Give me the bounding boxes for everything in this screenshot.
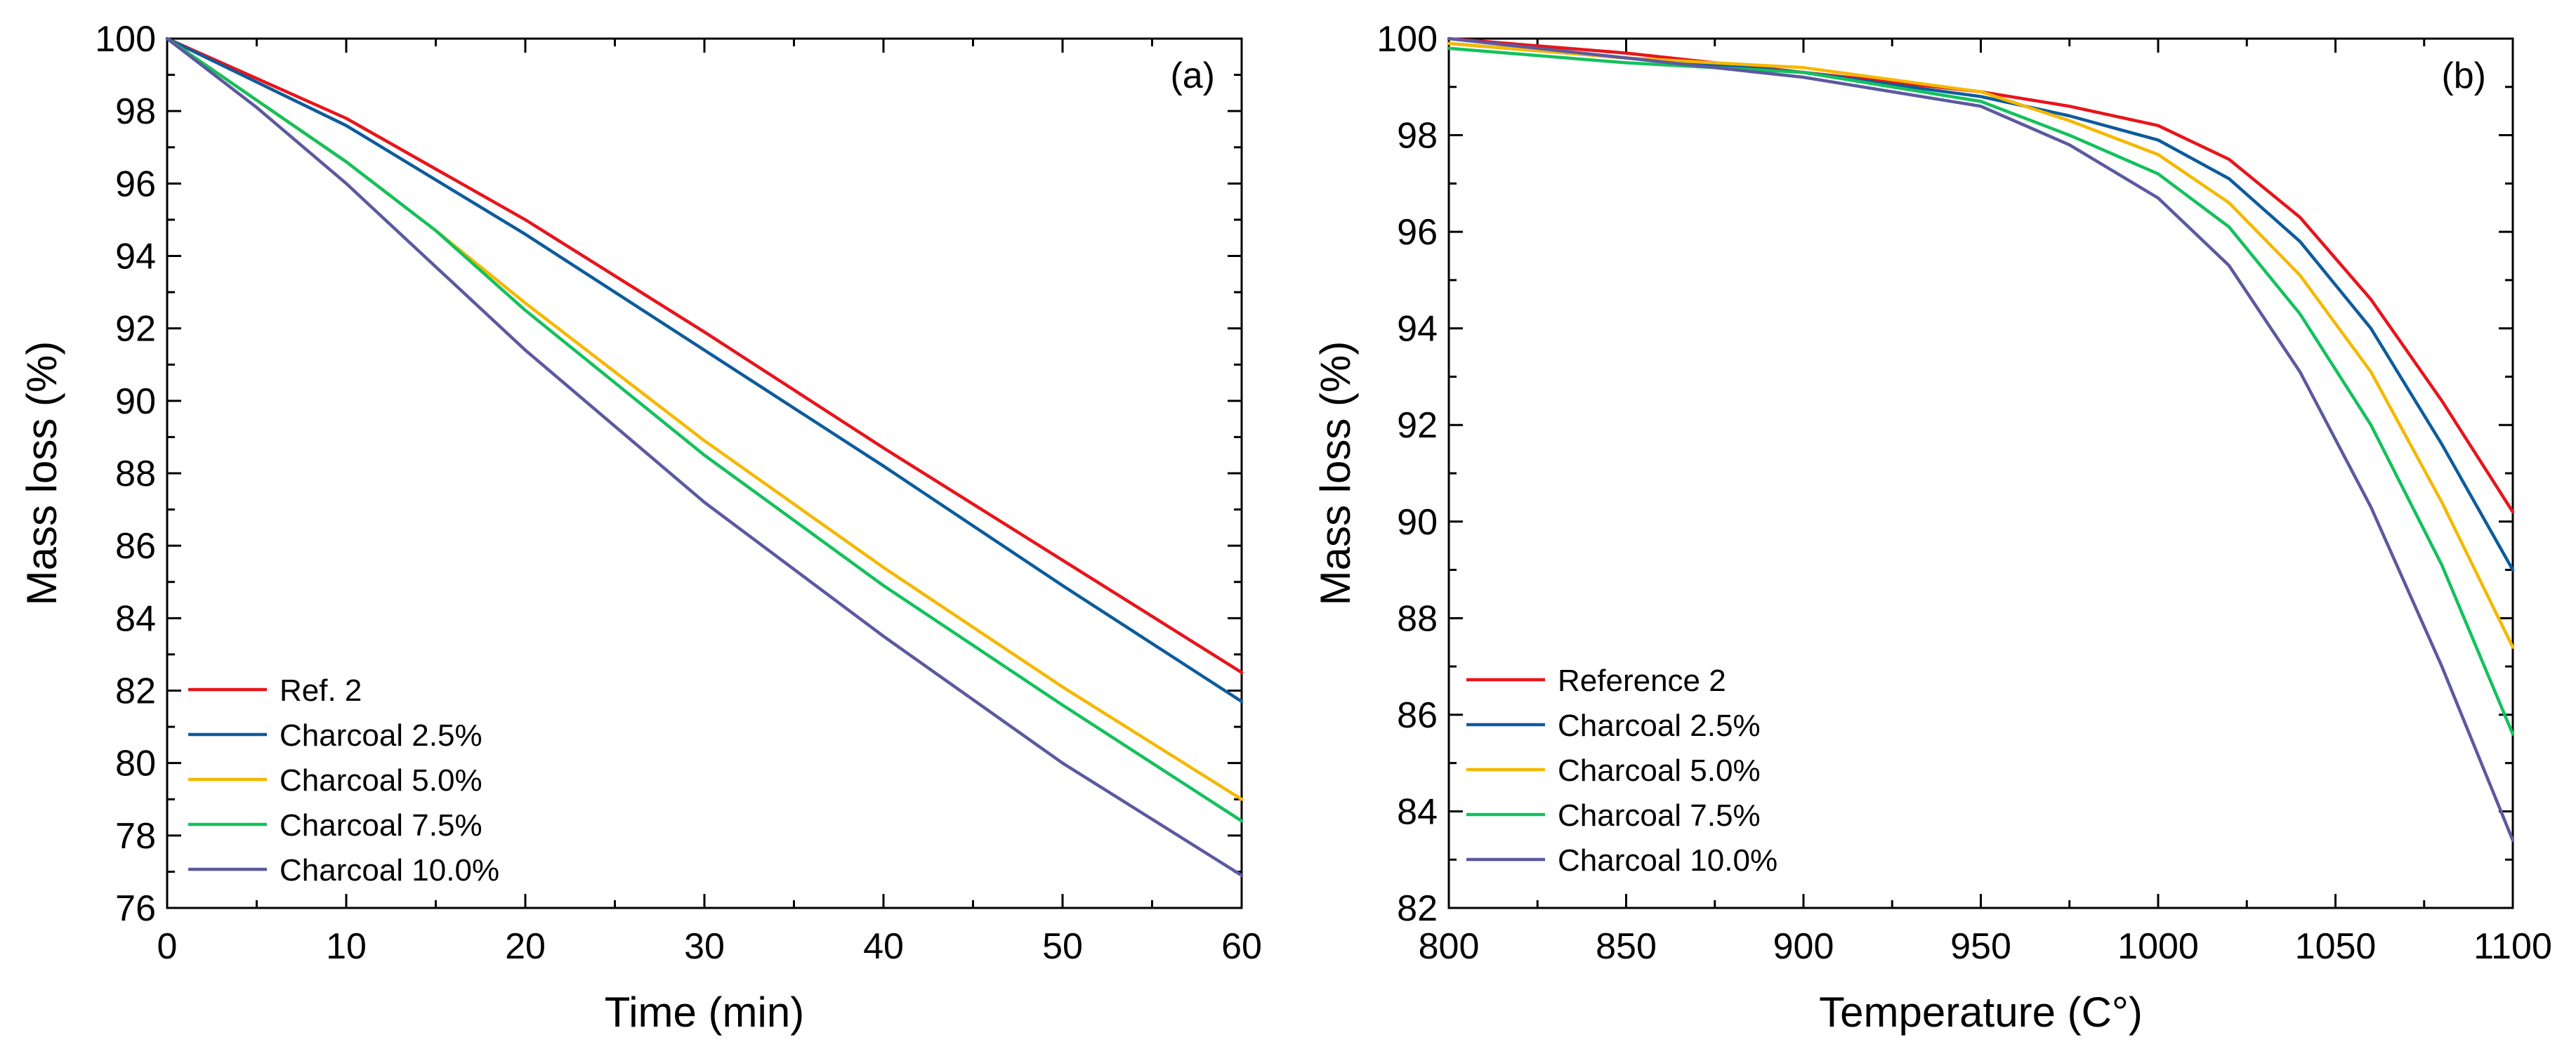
x-tick-label: 800 xyxy=(1419,926,1480,967)
x-tick-label: 850 xyxy=(1596,926,1657,967)
y-tick-label: 88 xyxy=(1397,598,1438,639)
y-tick-label: 76 xyxy=(115,888,156,929)
x-tick-label: 900 xyxy=(1773,926,1834,967)
series-line-5 xyxy=(1447,37,2515,842)
chart-panel-a: 0 10 20 30 40 50 60 76 78 80 82 84 86 88 90 92 94 96 98 100… xyxy=(18,19,1262,1036)
y-tick-label: 78 xyxy=(115,816,156,857)
y-tick-label: 94 xyxy=(1397,309,1438,350)
y-tick-label: 84 xyxy=(115,598,156,639)
series-line-4 xyxy=(165,37,1244,823)
y-tick-label: 90 xyxy=(1397,502,1438,543)
y-tick-label: 94 xyxy=(115,237,156,277)
x-tick-label: 50 xyxy=(1042,926,1083,967)
y-tick-label: 100 xyxy=(1376,19,1438,60)
x-tick-label: 1100 xyxy=(2473,926,2552,967)
y-tick-label: 84 xyxy=(1397,791,1438,832)
series-line-2 xyxy=(1447,41,2515,572)
legend-label-3: Charcoal 5.0% xyxy=(280,763,482,798)
y-axis-title: Mass loss (%) xyxy=(1312,341,1359,606)
legend-label-5: Charcoal 10.0% xyxy=(280,853,499,888)
series-line-1 xyxy=(165,37,1244,674)
y-tick-label: 88 xyxy=(115,454,156,494)
legend-label-5: Charcoal 10.0% xyxy=(1558,843,1777,878)
x-tick-label: 60 xyxy=(1221,926,1262,967)
x-tick-label: 30 xyxy=(684,926,725,967)
x-tick-label: 1000 xyxy=(2117,926,2199,967)
legend-label-1: Reference 2 xyxy=(1558,664,1726,698)
legend-label-1: Ref. 2 xyxy=(280,673,362,708)
y-tick-label: 96 xyxy=(1397,212,1438,253)
legend-label-3: Charcoal 5.0% xyxy=(1558,753,1761,788)
legend-label-4: Charcoal 7.5% xyxy=(1558,798,1761,833)
y-tick-label: 96 xyxy=(115,164,156,204)
x-tick-label: 1050 xyxy=(2295,926,2377,967)
legend-label-2: Charcoal 2.5% xyxy=(1558,709,1761,743)
x-tick-label: 0 xyxy=(157,926,178,967)
series-line-4 xyxy=(1447,46,2515,736)
y-axis-title: Mass loss (%) xyxy=(18,341,65,606)
y-tick-label: 82 xyxy=(115,671,156,712)
chart-panel-b: 800 850 900 950 1000 1050 1100 82 84 86 88 90 92 94 96… xyxy=(1312,19,2552,1036)
y-tick-label: 92 xyxy=(115,309,156,350)
legend: Reference 2 Charcoal 2.5% Charcoal 5.0% Cha… xyxy=(1466,664,1777,878)
legend: Ref. 2 Charcoal 2.5% Charcoal 5.0% Charcoal… xyxy=(188,673,499,888)
y-tick-label: 86 xyxy=(115,526,156,567)
x-axis-title: Temperature (C°) xyxy=(1819,989,2143,1036)
y-tick-label: 82 xyxy=(1397,888,1438,929)
x-axis-title: Time (min) xyxy=(605,989,804,1036)
legend-label-2: Charcoal 2.5% xyxy=(280,718,482,753)
y-tick-label: 98 xyxy=(115,91,156,132)
series-line-5 xyxy=(165,37,1244,877)
series-line-1 xyxy=(1447,37,2515,514)
legend-label-4: Charcoal 7.5% xyxy=(280,808,482,843)
y-tick-label: 92 xyxy=(1397,405,1438,446)
x-tick-label: 40 xyxy=(863,926,904,967)
x-tick-label: 10 xyxy=(326,926,367,967)
y-tick-label: 86 xyxy=(1397,695,1438,736)
series-line-2 xyxy=(165,37,1244,704)
y-tick-label: 100 xyxy=(95,19,156,60)
panel-label: (a) xyxy=(1170,55,1215,96)
x-tick-label: 950 xyxy=(1950,926,2011,967)
y-tick-label: 80 xyxy=(115,744,156,784)
x-tick-label: 20 xyxy=(505,926,546,967)
y-tick-label: 98 xyxy=(1397,116,1438,157)
series-line-3 xyxy=(1447,41,2515,649)
panel-label: (b) xyxy=(2441,55,2486,96)
y-tick-label: 90 xyxy=(115,381,156,422)
